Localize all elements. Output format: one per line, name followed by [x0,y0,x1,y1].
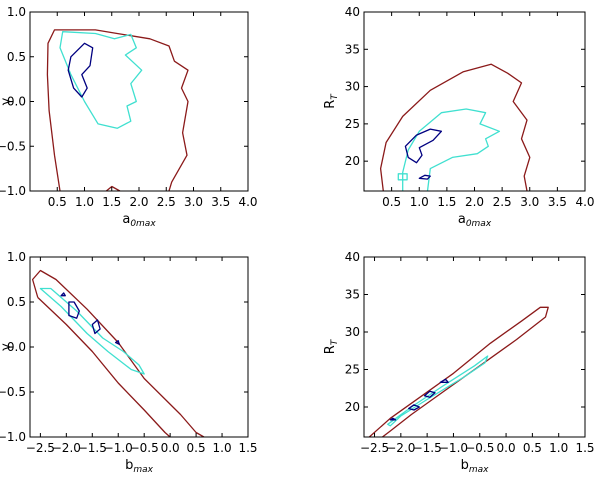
x-tick-label: 0.5 [187,441,206,455]
y-tick-label: 20 [345,400,360,414]
x-tick-label: 2.0 [129,195,148,209]
outer-contour-line [46,29,189,191]
x-axis-label: a0max [458,212,492,229]
x-tick-label: 1.5 [575,441,594,455]
inner-contour-line [439,378,449,383]
y-axis-label: γ [0,97,14,105]
y-tick-label: 40 [345,250,360,264]
inner-contour-line [389,417,397,421]
y-tick-label: −1.0 [0,184,26,198]
x-tick-label: 2.5 [157,195,176,209]
x-tick-label: −0.5 [130,441,159,455]
y-tick-label: 20 [345,154,360,168]
inner-contour-line [67,42,94,98]
axes-frame [363,11,586,192]
x-tick-label: 1.0 [549,441,568,455]
x-tick-label: 1.0 [75,195,94,209]
subplot-tl: 0.5 1.0 1.5 2.0 2.5 3.0 3.5 4.0 −1.0 −0.5 0.0 0.5 1.… [0,5,258,229]
y-tick-label: 25 [345,363,360,377]
x-tick-label: −2.0 [52,441,81,455]
contour-group [31,269,205,437]
y-tick-label: 1.0 [7,250,26,264]
y-tick-label: 0.5 [7,295,26,309]
x-axis-label: bmax [125,458,154,475]
x-axis-label: a0max [122,212,156,229]
y-tick-label: 0.5 [7,50,26,64]
subplot-br: −2.5−2.0−1.5−1.0−0.5 0.0 0.5 1.0 1.5 20 25 30 35… [323,250,595,475]
y-tick-label: 0.0 [7,340,26,354]
inner-contour-line [418,174,431,180]
y-tick-label: 35 [345,42,360,56]
inner-contour-line [408,404,420,411]
x-tick-label: 2.5 [493,195,512,209]
subplot-tr: 0.5 1.0 1.5 2.0 2.5 3.0 3.5 4.0 20 25 30 35 40 a0max R… [323,5,595,229]
x-tick-label: −2.5 [360,441,389,455]
x-tick-label: 0.0 [497,441,516,455]
inner-contour-line [114,340,120,345]
y-tick-label: 35 [345,288,360,302]
axes-frame [29,256,249,438]
x-tick-label: 4.0 [575,195,594,209]
x-tick-label: −0.5 [465,441,494,455]
outer-contour-line [37,297,171,437]
x-tick-label: 3.5 [548,195,567,209]
middle-contour-line [397,173,408,181]
x-tick-label: 1.5 [238,441,257,455]
subplot-bl: −2.5−2.0−1.5−1.0−0.5 0.0 0.5 1.0 1.5−1.0−0.5… [0,250,258,475]
y-axis-label: RT [323,338,340,354]
x-tick-label: −1.5 [413,441,442,455]
x-tick-label: 1.0 [410,195,429,209]
inner-contour-line [68,301,80,319]
x-tick-label: 0.5 [523,441,542,455]
outer-contour-line [368,306,549,437]
outer-contour-line [31,269,205,437]
axes-frame [29,11,249,192]
y-axis-label: RT [323,93,340,109]
contour-group [368,306,549,437]
x-axis-label: bmax [461,458,490,475]
x-tick-label: 3.0 [184,195,203,209]
middle-contour-line [59,31,143,129]
middle-contour-line [39,287,145,375]
outer-contour-line [379,63,531,191]
y-axis-label: γ [0,343,14,351]
x-tick-label: 3.5 [211,195,230,209]
x-tick-label: 1.5 [437,195,456,209]
middle-contour-line [402,108,501,191]
x-tick-label: 1.0 [213,441,232,455]
x-tick-label: −2.5 [26,441,55,455]
y-tick-label: 0.0 [7,95,26,109]
x-tick-label: 0.5 [48,195,67,209]
x-tick-label: 0.0 [161,441,180,455]
y-tick-label: 40 [345,5,360,19]
x-tick-label: 3.0 [520,195,539,209]
inner-contour-line [60,292,66,297]
y-tick-label: −1.0 [0,430,26,444]
x-tick-label: 4.0 [238,195,257,209]
x-tick-label: 2.0 [465,195,484,209]
x-tick-label: 0.5 [382,195,401,209]
y-tick-label: −0.5 [0,385,26,399]
inner-contour-line [404,128,443,164]
middle-contour-line [387,355,489,427]
contour-group [46,29,189,191]
outer-contour-line [105,185,121,191]
y-tick-label: 30 [345,80,360,94]
x-tick-label: −2.0 [386,441,415,455]
x-tick-label: −1.0 [104,441,133,455]
y-tick-label: 30 [345,325,360,339]
x-tick-label: −1.0 [439,441,468,455]
x-tick-label: 1.5 [102,195,121,209]
x-tick-label: −1.5 [78,441,107,455]
y-tick-label: 25 [345,117,360,131]
inner-contour-line [91,319,101,335]
y-tick-label: −0.5 [0,139,26,153]
contour-group [379,63,531,191]
axes-frame [363,256,586,438]
inner-contour-line [423,390,436,398]
y-tick-label: 1.0 [7,5,26,19]
